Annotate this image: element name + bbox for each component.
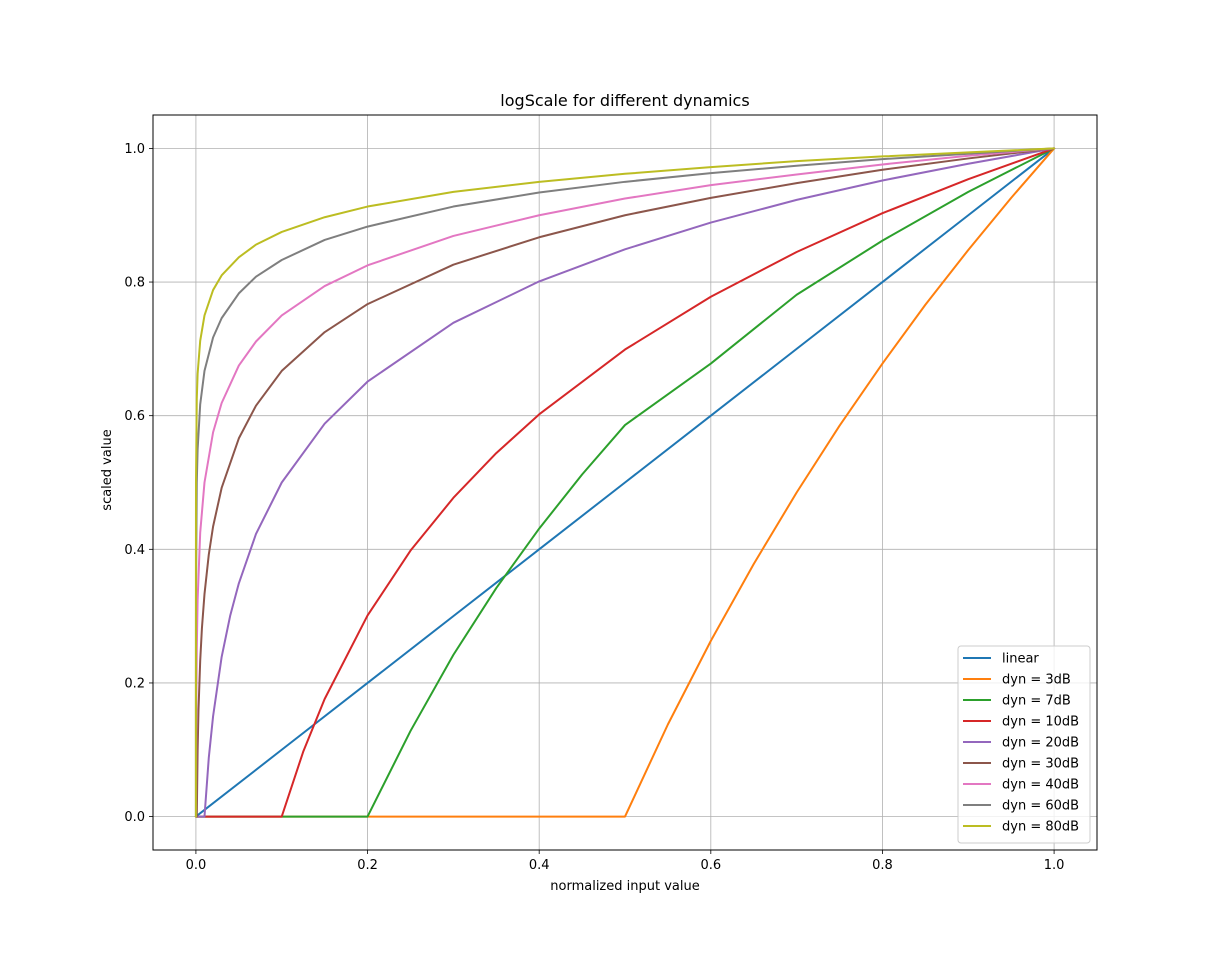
x-tick-label: 0.8: [872, 858, 893, 873]
series-line-6: [194, 147, 1056, 818]
series-line-3: [194, 147, 1056, 818]
x-tick-label: 1.0: [1044, 858, 1065, 873]
axis-ticks: 0.0 0.2 0.4 0.6 0.8 1.0 0.0 0.2 0.4 0.6 0.8 1.0: [124, 142, 1064, 873]
y-tick-label: 0.4: [124, 543, 145, 558]
legend-label: dyn = 60dB: [1002, 799, 1079, 814]
y-tick-label: 0.6: [124, 409, 145, 424]
legend-label: linear: [1002, 652, 1039, 667]
x-tick-label: 0.6: [700, 858, 721, 873]
series-lines: [194, 147, 1056, 818]
x-tick-label: 0.0: [186, 858, 207, 873]
series-line-7: [194, 147, 1056, 818]
legend: linear dyn = 3dB dyn = 7dB dyn = 10dB dyn = …: [957, 645, 1091, 844]
series-line-2: [194, 147, 1056, 818]
y-tick-label: 1.0: [124, 142, 145, 157]
legend-label: dyn = 3dB: [1002, 673, 1071, 688]
legend-label: dyn = 7dB: [1002, 694, 1071, 709]
plot-frame: [152, 114, 1098, 851]
legend-label: dyn = 20dB: [1002, 736, 1079, 751]
legend-label: dyn = 80dB: [1002, 820, 1079, 835]
y-axis-label: scaled value: [100, 429, 115, 510]
y-tick-label: 0.8: [124, 276, 145, 291]
x-axis-label: normalized input value: [550, 879, 699, 894]
x-tick-label: 0.4: [529, 858, 550, 873]
x-tick-label: 0.2: [357, 858, 378, 873]
y-tick-label: 0.2: [124, 676, 145, 691]
series-line-8: [194, 147, 1056, 818]
y-tick-label: 0.0: [124, 810, 145, 825]
series-line-1: [194, 147, 1056, 818]
legend-box: [957, 645, 1091, 844]
legend-label: dyn = 10dB: [1002, 715, 1079, 730]
series-line-4: [194, 147, 1056, 818]
series-line-5: [194, 147, 1056, 818]
chart-title: logScale for different dynamics: [500, 91, 749, 110]
legend-label: dyn = 30dB: [1002, 757, 1079, 772]
legend-label: dyn = 40dB: [1002, 778, 1079, 793]
series-line-0: [194, 147, 1056, 818]
